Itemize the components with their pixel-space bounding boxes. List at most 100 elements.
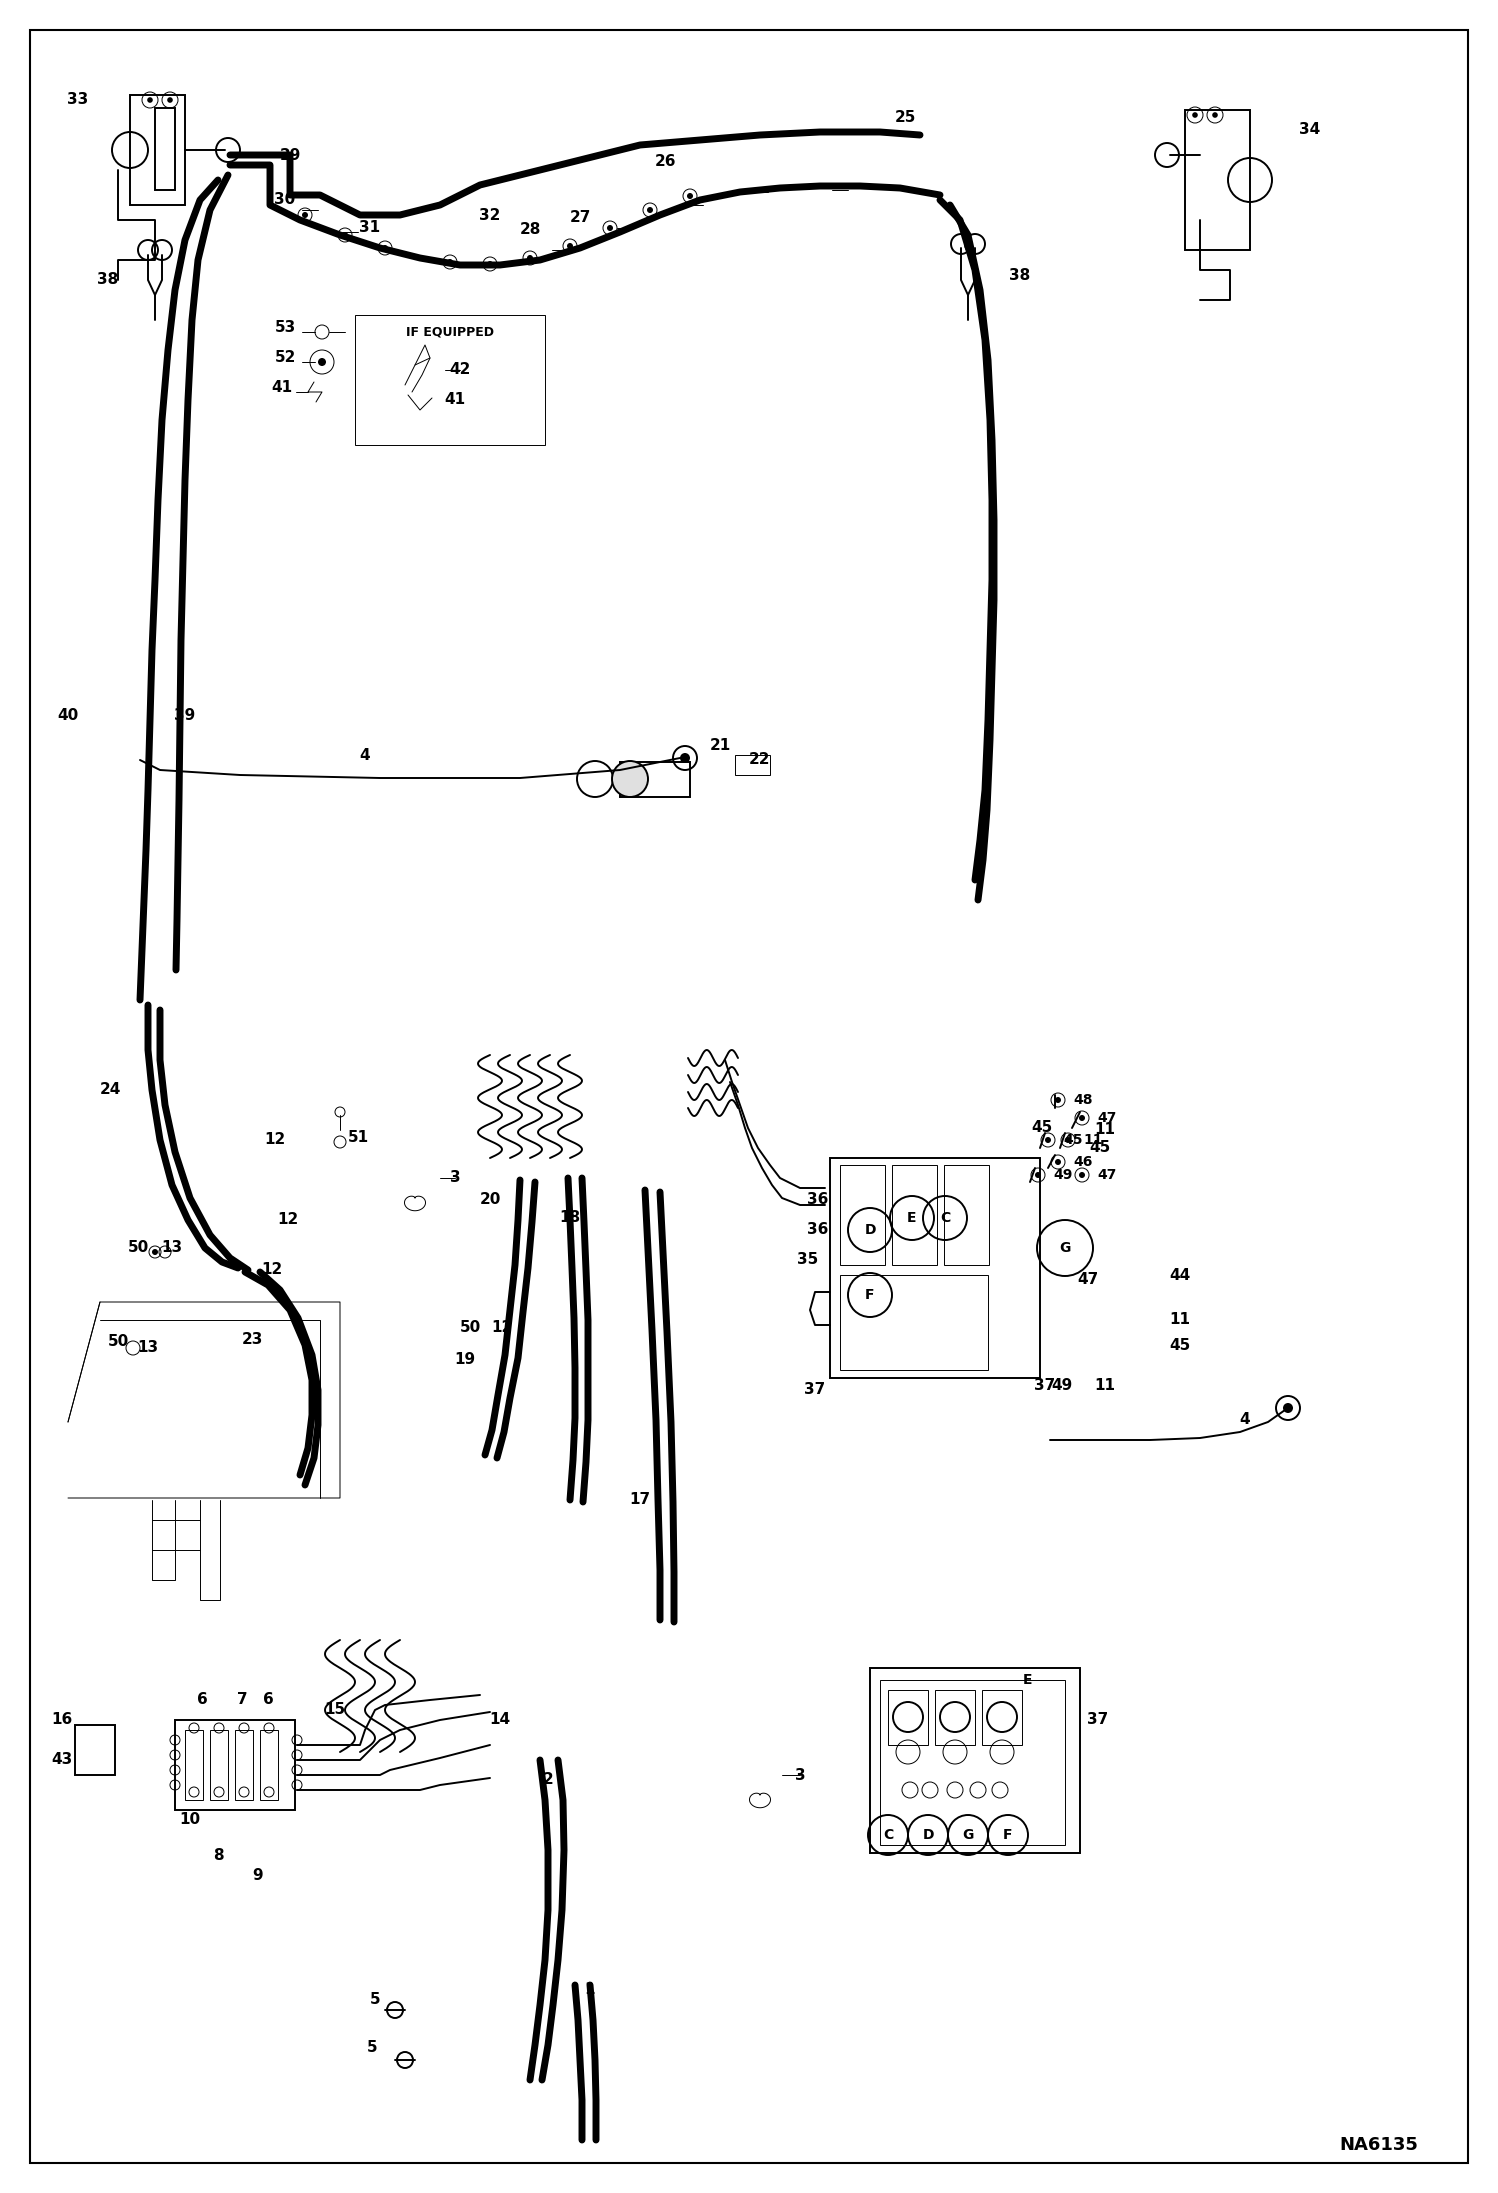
Text: 43: 43 [51,1752,72,1768]
Text: 5: 5 [370,1993,380,2007]
Circle shape [151,1250,157,1254]
Text: 3: 3 [794,1768,806,1783]
Text: 21: 21 [710,737,731,752]
Circle shape [568,243,574,250]
Text: 38: 38 [97,272,118,287]
Bar [261,1730,279,1800]
Text: 18: 18 [559,1211,581,1226]
Text: 47: 47 [1097,1169,1116,1182]
Text: 40: 40 [57,708,78,721]
Text: 6: 6 [262,1693,273,1708]
Circle shape [647,206,653,213]
Text: 12: 12 [277,1213,298,1228]
Text: 32: 32 [479,208,500,221]
Text: 44: 44 [1170,1268,1191,1283]
Bar [830,1158,1040,1377]
Bar [75,1726,115,1774]
Circle shape [303,213,309,217]
Text: 13: 13 [162,1241,183,1257]
Circle shape [1282,1404,1293,1412]
Circle shape [1055,1096,1061,1103]
Polygon shape [404,1195,425,1211]
Text: D: D [923,1829,933,1842]
Text: 36: 36 [807,1222,828,1237]
Circle shape [680,752,691,763]
Text: 11: 11 [1170,1311,1191,1327]
Circle shape [607,226,613,230]
Text: 5: 5 [367,2039,377,2055]
Text: 45: 45 [1032,1121,1053,1136]
Circle shape [688,193,694,200]
Text: 39: 39 [174,708,196,721]
Text: 45: 45 [1064,1134,1083,1147]
Text: 53: 53 [274,320,295,336]
Text: 1: 1 [584,1982,595,1998]
Text: 6: 6 [196,1693,207,1708]
Text: 31: 31 [360,221,380,235]
Text: E: E [1023,1673,1032,1686]
Circle shape [1079,1171,1085,1178]
Text: 51: 51 [348,1132,369,1145]
Text: 50: 50 [108,1336,129,1349]
Circle shape [1046,1136,1052,1143]
Circle shape [147,96,153,103]
Bar [154,107,175,191]
Text: 38: 38 [1010,268,1031,283]
Text: 3: 3 [449,1171,460,1186]
Text: 37: 37 [1088,1713,1109,1728]
Bar [736,754,770,774]
Bar [944,1164,989,1265]
Text: 12: 12 [491,1320,512,1336]
Bar [983,1691,1022,1746]
Circle shape [446,259,452,265]
Text: 20: 20 [479,1193,500,1208]
Text: F: F [866,1287,875,1303]
Text: C: C [882,1829,893,1842]
Circle shape [527,254,533,261]
Text: 11: 11 [1095,1123,1116,1138]
Text: 35: 35 [797,1252,818,1268]
Text: 2: 2 [542,1772,553,1787]
Text: 36: 36 [807,1193,828,1208]
Polygon shape [749,1794,770,1807]
Bar [620,761,691,796]
Text: 50: 50 [460,1320,481,1336]
Text: 15: 15 [325,1702,346,1717]
Text: 27: 27 [569,211,590,226]
Text: G: G [962,1829,974,1842]
Bar [935,1691,975,1746]
Text: IF EQUIPPED: IF EQUIPPED [406,325,494,338]
Text: G: G [1059,1241,1071,1254]
Text: 50: 50 [127,1241,148,1257]
Circle shape [487,261,493,268]
Circle shape [1192,112,1198,118]
Circle shape [1212,112,1218,118]
Text: 9: 9 [253,1868,264,1882]
Circle shape [1079,1114,1085,1121]
Circle shape [1065,1136,1071,1143]
Bar [870,1669,1080,1853]
Circle shape [342,232,348,239]
Text: 8: 8 [213,1847,223,1862]
Text: 41: 41 [271,382,292,395]
Text: C: C [939,1211,950,1226]
Text: 22: 22 [749,752,771,768]
Text: 12: 12 [264,1132,286,1147]
Text: 24: 24 [99,1083,121,1096]
Text: 11: 11 [1083,1134,1103,1147]
Text: 4: 4 [1240,1412,1251,1428]
Bar [888,1691,927,1746]
Text: 45: 45 [1089,1140,1110,1156]
Text: 19: 19 [454,1353,475,1368]
Text: 7: 7 [237,1693,247,1708]
Text: 47: 47 [1077,1272,1098,1287]
Text: 14: 14 [490,1713,511,1728]
Circle shape [1055,1158,1061,1164]
Text: NA6135: NA6135 [1339,2136,1419,2154]
Text: 33: 33 [67,92,88,107]
Bar [175,1719,295,1809]
Bar [130,94,184,204]
Text: 47: 47 [1097,1112,1116,1125]
Text: D: D [864,1224,876,1237]
Text: 16: 16 [51,1713,72,1728]
